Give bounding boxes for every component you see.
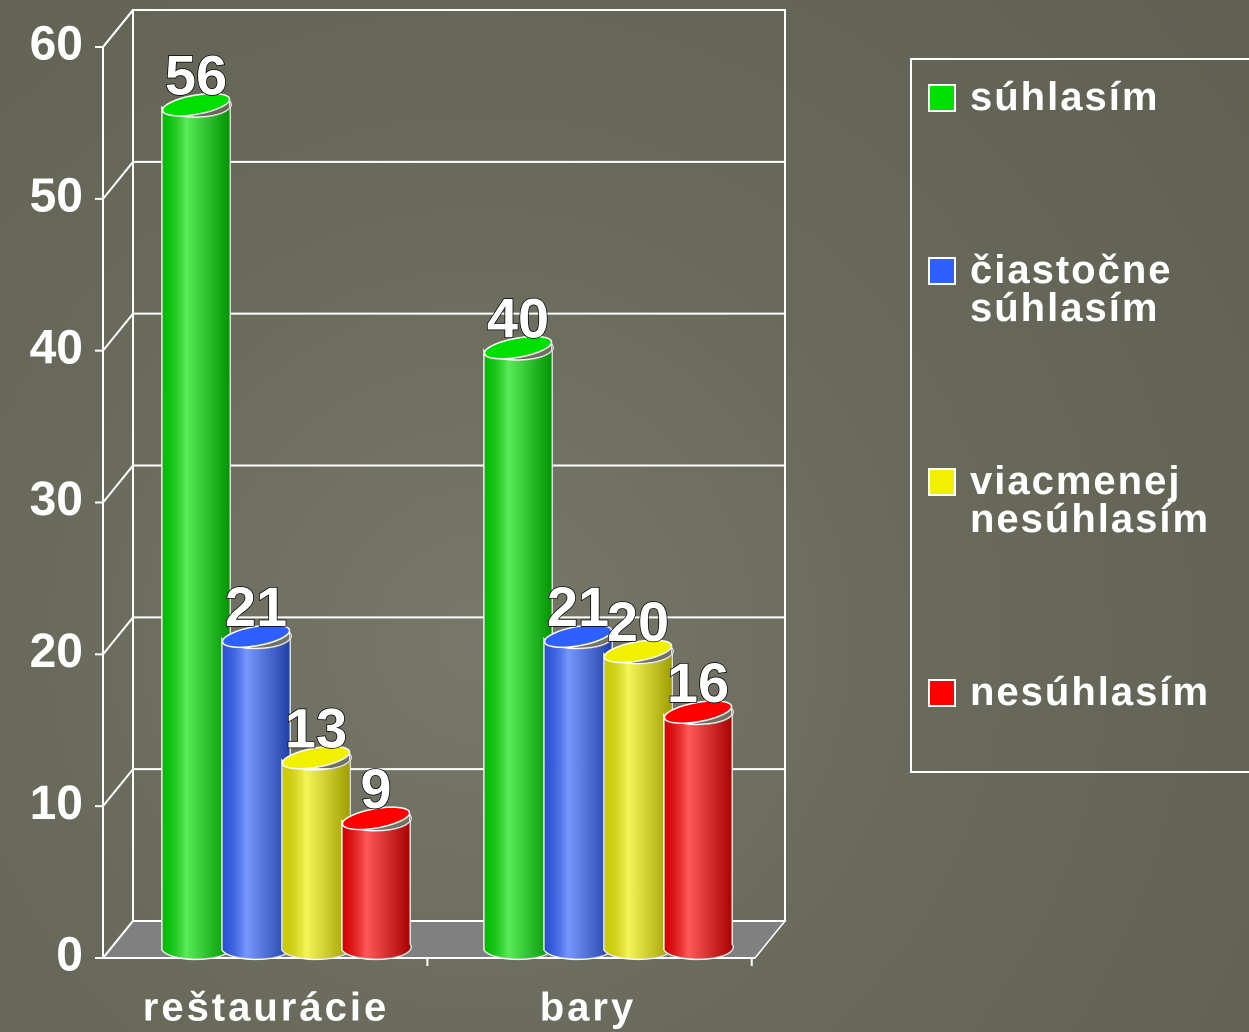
- value-label: 20: [607, 590, 669, 653]
- y-tick-label: 20: [30, 625, 83, 678]
- bar-group: [281, 742, 351, 959]
- chart: 0102030405060reštaurácie5621139bary40212…: [0, 0, 1249, 1032]
- legend-swatch: [928, 468, 956, 496]
- bar-shade: [342, 815, 411, 959]
- grid-line: [103, 10, 785, 47]
- bar-group: [161, 89, 231, 959]
- value-label: 13: [285, 696, 347, 759]
- legend-swatch: [928, 257, 956, 285]
- bar-shade: [222, 633, 291, 959]
- y-tick-label: 50: [30, 170, 83, 223]
- bar-group: [221, 621, 291, 960]
- bar-shade: [604, 648, 673, 959]
- bar-group: [543, 621, 613, 960]
- bar-group: [603, 636, 673, 959]
- bar-shade: [664, 709, 733, 959]
- bar-shade: [484, 345, 553, 960]
- value-label: 21: [547, 575, 609, 638]
- legend: súhlasím čiastočne súhlasím viacmenej nesú…: [910, 58, 1249, 773]
- legend-label: viacmenej nesúhlasím: [970, 462, 1240, 538]
- y-tick-label: 60: [30, 18, 83, 71]
- value-label: 40: [487, 286, 549, 349]
- x-tick-label: bary: [540, 986, 637, 1030]
- legend-swatch: [928, 84, 956, 112]
- value-label: 56: [165, 44, 227, 107]
- legend-item: viacmenej nesúhlasím: [928, 462, 1249, 538]
- bar-shade: [282, 755, 351, 960]
- legend-label: súhlasím: [970, 78, 1240, 116]
- x-tick-label: reštaurácie: [143, 986, 389, 1030]
- legend-item: súhlasím: [928, 78, 1249, 116]
- legend-label: čiastočne súhlasím: [970, 251, 1240, 327]
- bar-group: [483, 332, 553, 959]
- legend-item: čiastočne súhlasím: [928, 251, 1249, 327]
- bar-shade: [544, 633, 613, 959]
- y-tick-label: 10: [30, 777, 83, 830]
- y-tick-label: 0: [56, 929, 83, 982]
- value-label: 16: [667, 651, 729, 714]
- value-label: 9: [360, 757, 391, 820]
- bar-group: [663, 697, 733, 960]
- value-label: 21: [225, 575, 287, 638]
- legend-label: nesúhlasím: [970, 673, 1240, 711]
- legend-swatch: [928, 679, 956, 707]
- legend-item: nesúhlasím: [928, 673, 1249, 711]
- y-tick-label: 40: [30, 321, 83, 374]
- bar-shade: [162, 102, 231, 960]
- bar-group: [341, 803, 411, 959]
- y-tick-label: 30: [30, 473, 83, 526]
